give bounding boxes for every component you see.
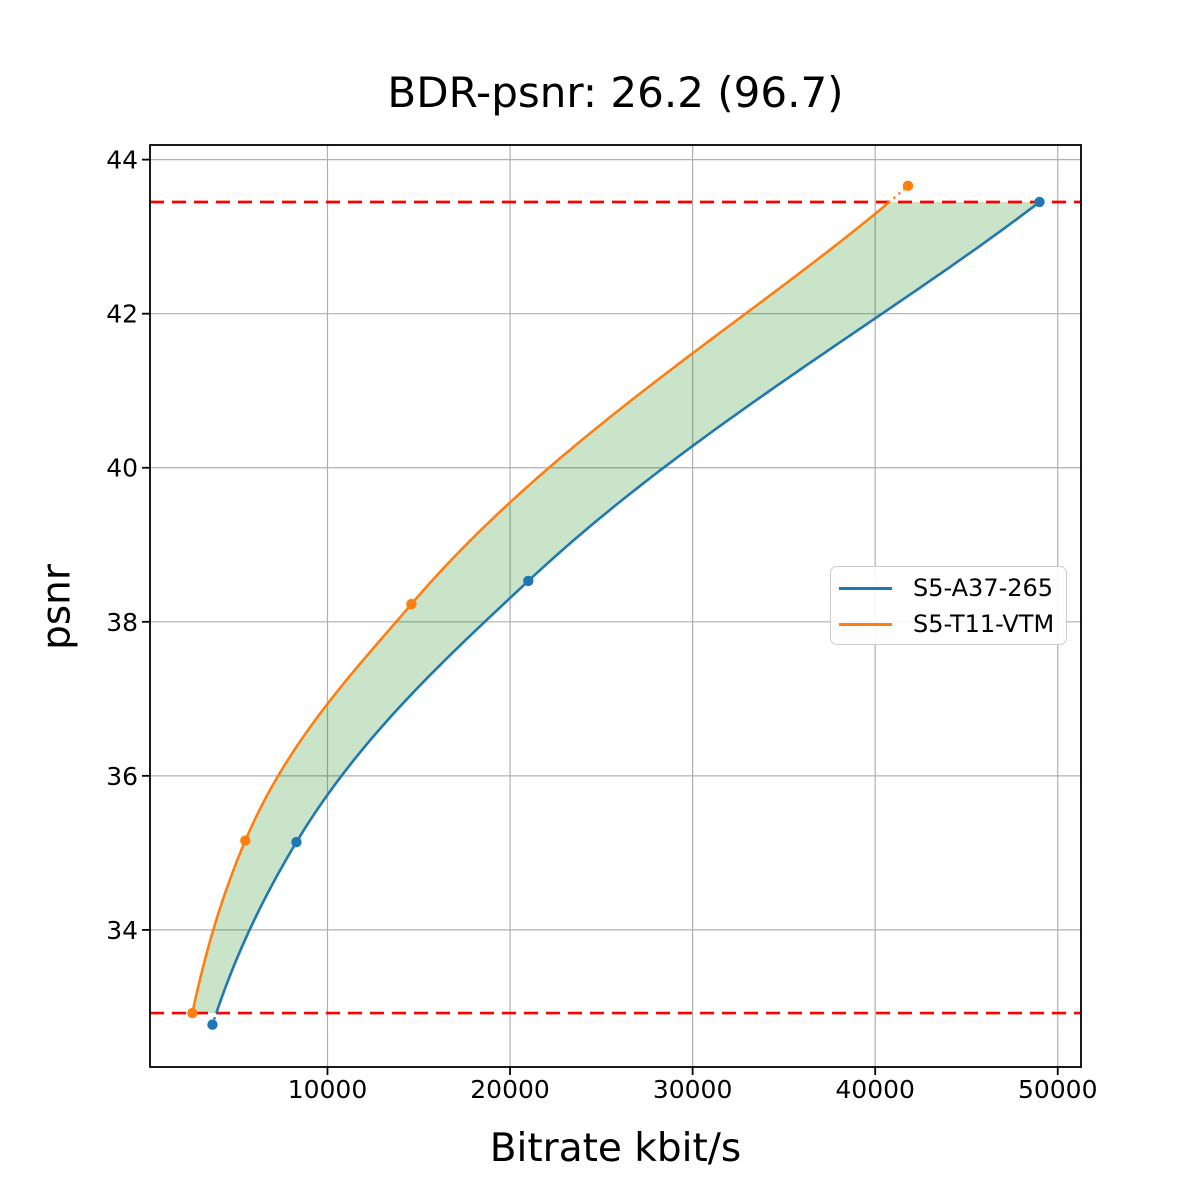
legend-entry: S5-A37-265 [831,570,1066,606]
x-tick-label: 50000 [1018,1075,1098,1104]
y-tick-label: 36 [106,762,138,791]
data-point-marker-S5-A37-265 [523,575,534,587]
legend: S5-A37-265 S5-T11-VTM [830,566,1067,645]
legend-entry: S5-T11-VTM [831,606,1066,642]
plot-border [149,144,1082,1068]
y-tick-label: 42 [106,300,138,329]
series-curve-solid-S5-A37-265 [215,200,1041,1014]
x-tick-label: 30000 [653,1075,733,1104]
y-tick-label: 34 [106,916,138,945]
y-tick-label: 38 [106,608,138,637]
legend-label: S5-T11-VTM [913,610,1055,638]
x-axis-label: Bitrate kbit/s [489,1126,742,1171]
x-tick-label: 10000 [288,1075,368,1104]
legend-line-swatch-series-0 [839,586,892,590]
series-curve-dotted-S5-A37-265 [211,1011,218,1026]
y-tick-label: 40 [106,454,138,483]
data-point-marker-S5-A37-265 [291,836,302,848]
chart-title: BDR-psnr: 26.2 (96.7) [387,68,844,117]
y-tick-label: 44 [106,146,138,175]
x-tick-label: 40000 [835,1075,915,1104]
data-point-marker-S5-T11-VTM [187,1007,198,1019]
data-point-marker-S5-A37-265 [1034,196,1045,208]
data-point-marker-S5-T11-VTM [406,598,417,610]
legend-label: S5-A37-265 [913,574,1054,602]
data-point-marker-S5-T11-VTM [902,180,914,192]
y-axis-label: psnr [34,564,80,650]
x-tick-label: 20000 [470,1075,550,1104]
legend-line-swatch-series-1 [839,622,892,626]
data-point-marker-S5-T11-VTM [240,835,251,846]
data-point-marker-S5-A37-265 [207,1019,218,1030]
